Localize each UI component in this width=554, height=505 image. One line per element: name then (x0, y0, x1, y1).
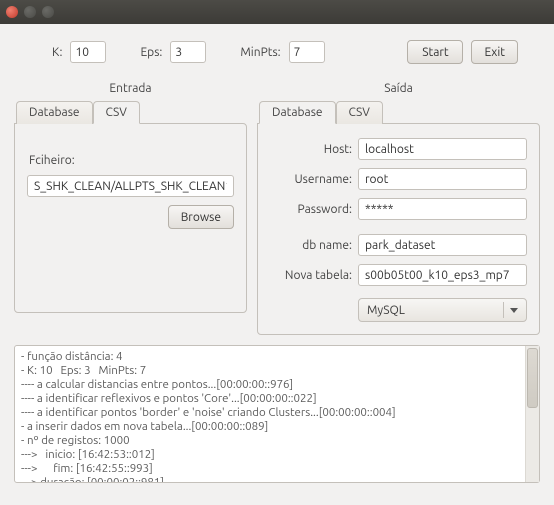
file-label: Fciheiro: (29, 154, 234, 167)
close-icon[interactable] (6, 6, 18, 18)
minpts-label: MinPts: (240, 46, 280, 59)
log-output: - função distância: 4 - K: 10 Eps: 3 Min… (14, 345, 540, 483)
dbname-label: db name: (270, 239, 352, 252)
io-panels: Entrada Database CSV Fciheiro: Browse Sa… (12, 74, 542, 335)
saida-title: Saída (257, 74, 540, 101)
scrollbar-thumb[interactable] (527, 348, 538, 408)
dbname-input[interactable] (358, 234, 527, 256)
tabela-label: Nova tabela: (270, 269, 352, 282)
entrada-tab-csv[interactable]: CSV (93, 101, 140, 124)
minpts-input[interactable] (289, 41, 325, 63)
browse-button[interactable]: Browse (168, 205, 234, 229)
saida-panel: Saída Database CSV Host: Username: Passw… (257, 74, 540, 335)
k-input[interactable] (70, 41, 106, 63)
db-driver-selected: MySQL (367, 304, 405, 317)
saida-tabbar: Database CSV (257, 101, 540, 124)
entrada-title: Entrada (14, 74, 247, 101)
eps-label: Eps: (140, 46, 162, 59)
eps-input[interactable] (170, 41, 206, 63)
password-input[interactable] (358, 198, 527, 220)
entrada-panel: Entrada Database CSV Fciheiro: Browse (14, 74, 247, 335)
saida-tab-csv[interactable]: CSV (336, 101, 383, 124)
entrada-tab-database[interactable]: Database (16, 101, 93, 124)
exit-button[interactable]: Exit (471, 40, 518, 64)
file-input[interactable] (27, 175, 234, 197)
username-input[interactable] (358, 168, 527, 190)
log-text[interactable]: - função distância: 4 - K: 10 Eps: 3 Min… (15, 346, 525, 482)
maximize-icon[interactable] (42, 6, 54, 18)
saida-tab-database[interactable]: Database (259, 101, 336, 124)
window-content: K: Eps: MinPts: Start Exit Entrada Datab… (0, 24, 554, 491)
window-titlebar (0, 0, 554, 24)
log-scrollbar[interactable] (525, 346, 539, 482)
password-label: Password: (270, 203, 352, 216)
saida-tabbody: Host: Username: Password: db name: (257, 123, 540, 335)
minimize-icon[interactable] (24, 6, 36, 18)
db-driver-dropdown[interactable]: MySQL (358, 298, 527, 322)
username-label: Username: (270, 173, 352, 186)
host-label: Host: (270, 143, 352, 156)
entrada-tabbody: Fciheiro: Browse (14, 123, 247, 313)
k-label: K: (52, 46, 62, 59)
tabela-input[interactable] (358, 264, 527, 286)
entrada-tabbar: Database CSV (14, 101, 247, 124)
host-input[interactable] (358, 138, 527, 160)
chevron-down-icon (510, 308, 518, 313)
start-button[interactable]: Start (407, 40, 463, 64)
parameter-row: K: Eps: MinPts: Start Exit (12, 34, 542, 74)
